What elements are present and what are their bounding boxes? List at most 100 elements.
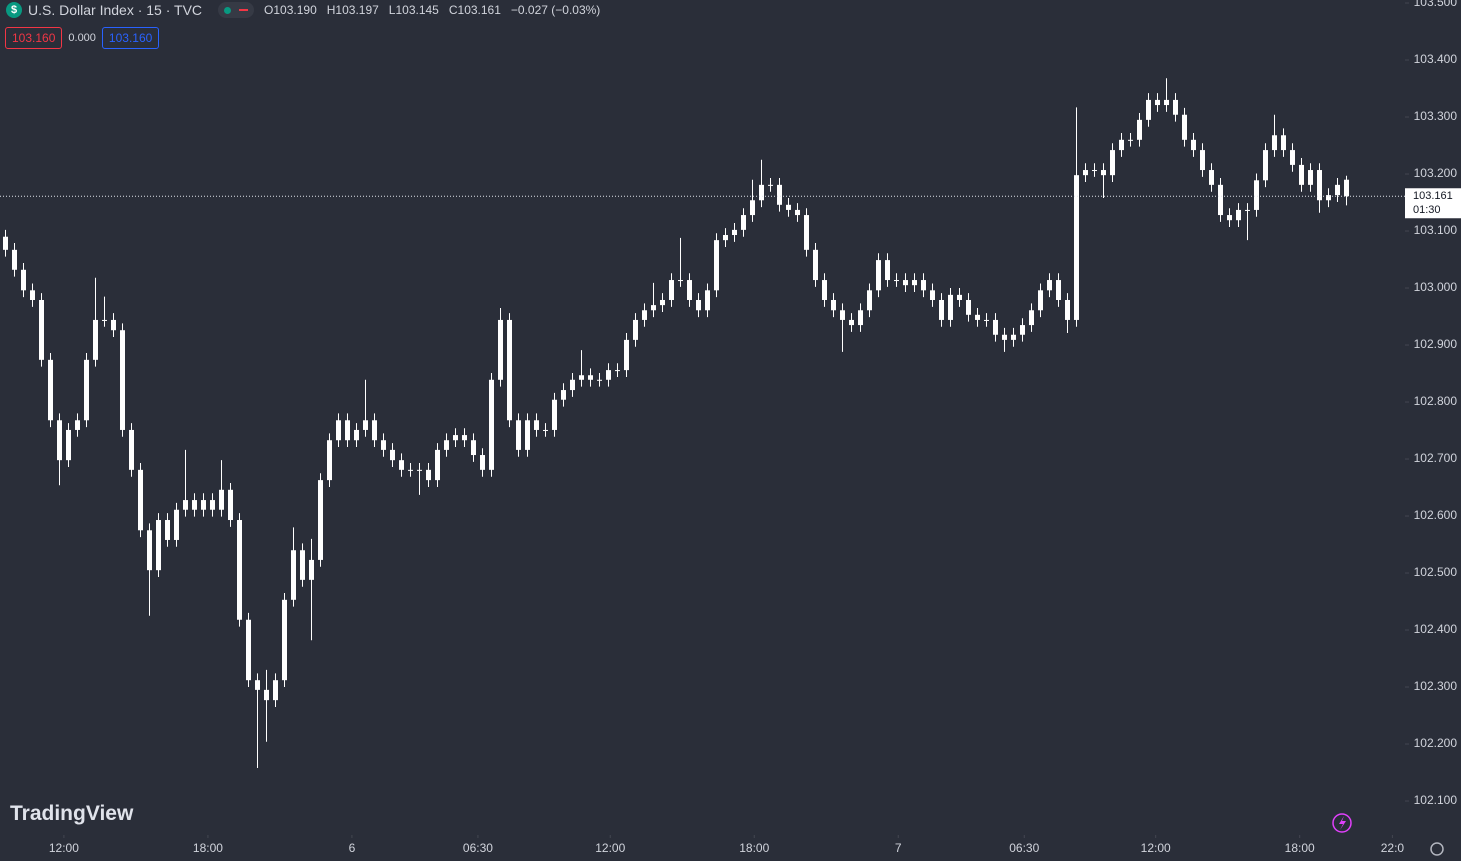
candle-body [1092, 170, 1097, 172]
candle-body [1047, 280, 1052, 291]
candle-body [129, 429, 134, 470]
candle-body [705, 290, 710, 311]
candle-body [975, 314, 980, 320]
candle-body [921, 280, 926, 291]
y-tick-label: 102.600 [1414, 508, 1458, 522]
candle-body [633, 319, 638, 340]
candle-body [471, 440, 476, 456]
candle-body [1335, 184, 1340, 196]
candle-body [732, 229, 737, 236]
candle-body [300, 550, 305, 580]
sell-button[interactable]: 103.160 [5, 27, 63, 49]
y-tick-label: 102.700 [1414, 451, 1458, 465]
candle-body [525, 420, 530, 450]
candle-body [723, 235, 728, 241]
candle-body [561, 390, 566, 400]
candle-body [516, 420, 521, 450]
candle-body [462, 435, 467, 441]
x-tick-label: 18:00 [193, 841, 223, 855]
candle-body [1209, 170, 1214, 185]
candle-body [183, 500, 188, 510]
candle-body [678, 280, 683, 282]
x-tick-label: 18:00 [1285, 841, 1315, 855]
last-price-label: 103.161 [1413, 190, 1453, 202]
candle-body [174, 509, 179, 540]
candle-body [489, 379, 494, 470]
candle-body [966, 299, 971, 315]
candle-body [957, 294, 962, 300]
candle-body [1200, 150, 1205, 171]
candle-body [930, 290, 935, 300]
candle-body [1290, 150, 1295, 165]
candle-body [1326, 195, 1331, 201]
candle-body [48, 359, 53, 421]
x-tick-label: 12:00 [1141, 841, 1171, 855]
candle-body [372, 420, 377, 441]
candle-body [849, 319, 854, 326]
candle-body [858, 310, 863, 326]
candle-body [687, 280, 692, 300]
candle-body [1173, 99, 1178, 115]
x-tick-label: 12:00 [595, 841, 625, 855]
candle-body [1254, 180, 1259, 210]
candle-body [939, 299, 944, 320]
ohlc-low: L103.145 [388, 3, 439, 17]
candle-body [165, 520, 170, 540]
x-tick-label: 18:00 [739, 841, 769, 855]
buy-button[interactable]: 103.160 [101, 27, 160, 49]
candle-body [111, 319, 116, 331]
candle-body [1065, 299, 1070, 320]
candle-body [1218, 184, 1223, 216]
x-tick-label: 6 [349, 841, 356, 855]
candle-body [795, 209, 800, 216]
candle-body [219, 489, 224, 510]
candle-body [264, 689, 269, 701]
candle-body [336, 420, 341, 441]
candle-body [498, 319, 503, 380]
candle-body [777, 184, 782, 205]
candle-body [768, 184, 773, 186]
candle-body [12, 249, 17, 270]
candle-body [1182, 114, 1187, 140]
candle-body [246, 619, 251, 681]
candle-body [1191, 139, 1196, 151]
candle-body [651, 305, 656, 311]
candle-body [669, 280, 674, 300]
candle-body [696, 299, 701, 311]
candle-body [507, 319, 512, 421]
candle-body [804, 215, 809, 250]
candle-body [282, 599, 287, 681]
candle-body [192, 500, 197, 510]
candle-body [1137, 119, 1142, 140]
candle-body [327, 440, 332, 481]
candle-body [1317, 170, 1322, 201]
candle-body [102, 319, 107, 321]
x-tick-label: 22:0 [1381, 841, 1405, 855]
candle-body [363, 420, 368, 430]
candle-body [66, 429, 71, 461]
candle-body [552, 399, 557, 430]
candle-body [21, 269, 26, 291]
candle-body [714, 240, 719, 291]
trade-buttons: 103.160 0.000 103.160 [5, 27, 160, 49]
candle-body [435, 449, 440, 481]
candle-body [156, 520, 161, 571]
candle-body [1164, 99, 1169, 106]
y-tick-label: 103.100 [1414, 223, 1458, 237]
candle-body [984, 319, 989, 321]
y-tick-label: 103.000 [1414, 280, 1458, 294]
ohlc-close: C103.161 [448, 3, 501, 17]
candle-body [579, 375, 584, 380]
candle-body [741, 215, 746, 230]
y-tick-label: 102.900 [1414, 337, 1458, 351]
alert-bolt [1339, 816, 1346, 830]
candle-body [39, 299, 44, 360]
symbol[interactable]: U.S. Dollar Index · 15 · TVC [28, 2, 203, 18]
candle-body [147, 530, 152, 571]
candle-body [1146, 99, 1151, 120]
y-tick-label: 103.500 [1414, 0, 1458, 9]
candle-body [1245, 209, 1250, 211]
candle-body [993, 319, 998, 335]
candle-body [822, 280, 827, 300]
